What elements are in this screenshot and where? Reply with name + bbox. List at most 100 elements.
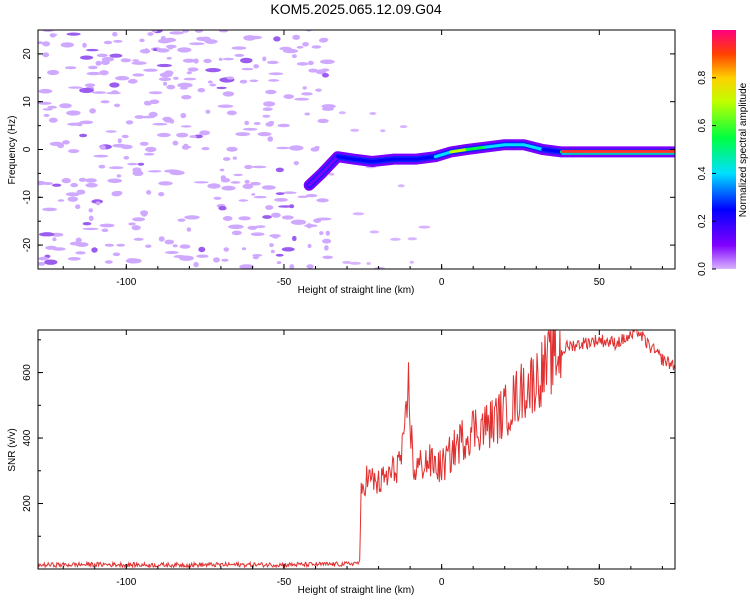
noise-blob: [132, 170, 144, 176]
noise-blob: [79, 120, 94, 125]
noise-blob: [182, 145, 192, 149]
noise-blob: [247, 225, 258, 230]
noise-blob: [250, 181, 261, 186]
noise-blob: [42, 41, 51, 47]
noise-blob: [213, 196, 222, 200]
colorbar-tick-label: 0.6: [697, 118, 708, 132]
noise-blob: [293, 161, 299, 166]
noise-blob: [380, 129, 386, 133]
x-tick-label: -50: [277, 577, 292, 588]
y-tick-label: 200: [22, 495, 33, 512]
noise-blob: [349, 261, 362, 265]
noise-blob: [306, 264, 314, 269]
noise-blob: [249, 79, 259, 83]
noise-blob: [244, 164, 253, 170]
noise-blob: [352, 212, 365, 216]
noise-blob: [96, 53, 108, 58]
noise-blob: [271, 212, 281, 218]
noise-blob: [107, 178, 122, 184]
noise-blob: [173, 76, 179, 80]
signal-core: [465, 145, 488, 151]
noise-blob: [262, 56, 267, 62]
noise-blob: [273, 36, 281, 42]
noise-blob: [38, 41, 43, 45]
noise-blob: [275, 253, 284, 257]
noise-blob: [231, 46, 247, 50]
noise-blob: [103, 40, 113, 45]
noise-blob: [222, 57, 234, 61]
noise-blob: [275, 167, 284, 173]
noise-blob: [176, 132, 189, 138]
noise-blob: [131, 61, 147, 65]
noise-blob: [164, 37, 177, 43]
noise-blob: [292, 235, 297, 242]
noise-blob: [199, 130, 211, 136]
noise-blob: [82, 222, 92, 226]
noise-blob: [43, 113, 50, 117]
noise-blob: [86, 71, 102, 76]
noise-blob: [106, 57, 115, 62]
noise-blob: [322, 238, 332, 244]
noise-blob: [251, 165, 267, 169]
noise-blob: [104, 260, 113, 264]
colorbar-tick-label: 0.2: [697, 214, 708, 228]
y-tick-label: 10: [22, 96, 33, 108]
noise-blob: [240, 57, 253, 64]
noise-blob: [253, 122, 261, 125]
snr-ticks: -100 -50 0 50 200 400 600: [22, 330, 675, 588]
noise-blob: [158, 77, 172, 82]
noise-blob: [193, 261, 199, 268]
noise-blob: [156, 63, 172, 68]
noise-blob: [99, 145, 106, 150]
noise-blob: [109, 53, 123, 58]
noise-blob: [262, 114, 271, 118]
noise-blob: [61, 177, 71, 184]
noise-blob: [98, 164, 106, 169]
noise-blob: [274, 198, 288, 202]
noise-blob: [189, 42, 205, 46]
noise-blob: [128, 78, 138, 84]
x-tick-label: 0: [439, 577, 445, 588]
noise-blob: [42, 182, 54, 185]
noise-blob: [65, 66, 77, 70]
noise-blob: [218, 206, 227, 211]
noise-blob: [60, 42, 74, 48]
noise-blob: [221, 258, 229, 262]
noise-blob: [252, 256, 259, 260]
noise-blob: [65, 192, 79, 197]
noise-blob: [407, 237, 418, 241]
noise-blob: [160, 35, 166, 42]
noise-blob: [93, 154, 109, 158]
noise-blob: [294, 97, 310, 101]
noise-blob: [116, 243, 126, 247]
snr-frame: [37, 329, 676, 570]
noise-blob: [315, 88, 322, 92]
noise-blob: [131, 225, 141, 231]
noise-blob: [296, 45, 304, 49]
noise-blob: [132, 217, 146, 222]
noise-blob: [112, 252, 121, 257]
noise-blob: [179, 87, 188, 90]
noise-blob: [269, 234, 281, 238]
noise-blob: [133, 237, 144, 241]
signal-core: [449, 148, 469, 154]
noise-blob: [88, 208, 94, 213]
noise-blob: [75, 251, 86, 255]
noise-blob: [186, 227, 192, 232]
noise-blob: [134, 115, 145, 119]
noise-blob: [268, 72, 284, 76]
noise-blob: [182, 30, 189, 33]
noise-blob: [297, 195, 309, 198]
noise-blob: [325, 230, 330, 236]
noise-blob: [80, 55, 94, 60]
noise-blob: [283, 94, 295, 99]
noise-blob: [151, 30, 158, 33]
noise-blob: [209, 83, 217, 87]
noise-blob: [84, 83, 96, 87]
noise-blob: [113, 40, 123, 43]
noise-blob: [177, 47, 192, 53]
noise-blob: [235, 132, 251, 137]
noise-blob: [193, 58, 199, 64]
